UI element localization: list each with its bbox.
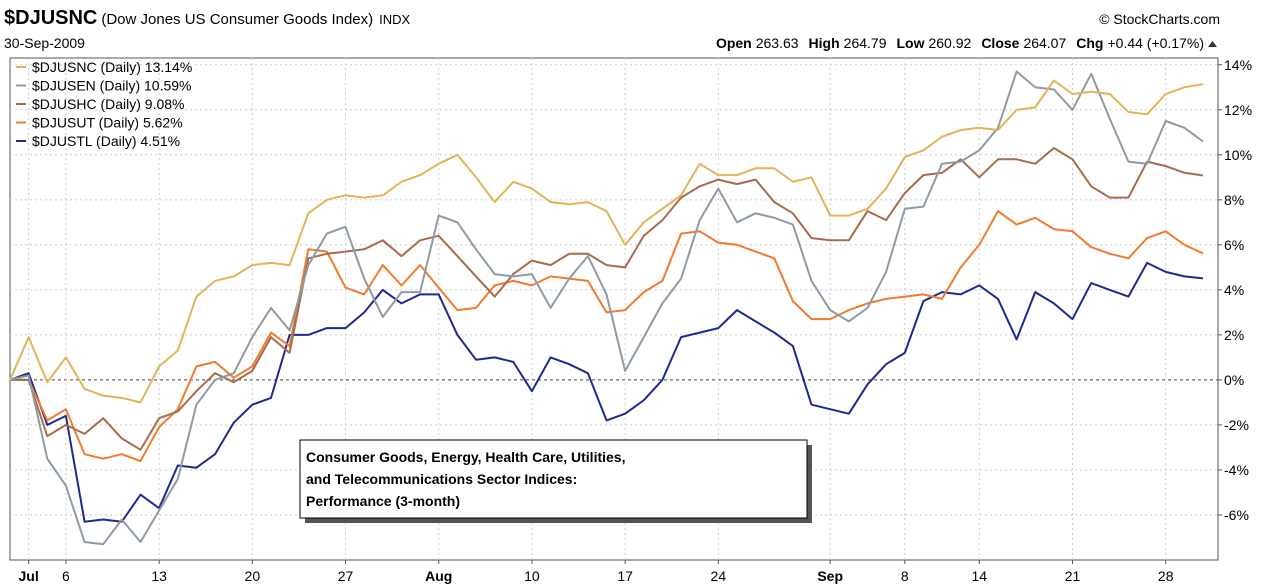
- series-line: [10, 210, 1204, 462]
- y-tick-label: 6%: [1224, 237, 1244, 253]
- y-tick-label: -6%: [1224, 507, 1249, 523]
- quote-label: High: [809, 35, 840, 51]
- legend-label: $DJUSHC (Daily) 9.08%: [32, 96, 184, 112]
- quote-label: Chg: [1076, 35, 1103, 51]
- y-tick-label: 12%: [1224, 102, 1252, 118]
- quote-label: Close: [981, 35, 1019, 51]
- y-tick-label: 14%: [1224, 57, 1252, 73]
- y-tick-label: 8%: [1224, 192, 1244, 208]
- legend-label: $DJUSEN (Daily) 10.59%: [32, 78, 192, 94]
- x-tick-label: 28: [1158, 568, 1174, 584]
- series-line: [10, 147, 1204, 451]
- y-tick-label: -4%: [1224, 462, 1249, 478]
- quote-value: 264.79: [844, 35, 887, 51]
- title: $DJUSNC (Dow Jones US Consumer Goods Inde…: [4, 7, 411, 29]
- series-line: [9, 261, 1204, 523]
- source: © StockCharts.com: [1099, 11, 1220, 27]
- symbol: $DJUSNC: [4, 7, 97, 29]
- series-line: [9, 79, 1204, 404]
- quote-value: 264.07: [1023, 35, 1066, 51]
- x-tick-label: 13: [151, 568, 167, 584]
- annotation-text: Consumer Goods, Energy, Health Care, Uti…: [306, 449, 625, 465]
- exchange: INDX: [379, 12, 410, 27]
- legend-label: $DJUSTL (Daily) 4.51%: [32, 133, 180, 149]
- index-name: (Dow Jones US Consumer Goods Index): [101, 11, 373, 28]
- quote-value: +0.44 (+0.17%): [1107, 35, 1204, 51]
- x-tick-label: 6: [62, 568, 70, 584]
- y-tick-label: 0%: [1224, 372, 1244, 388]
- annotation-box: [299, 439, 808, 519]
- x-tick-label: 27: [338, 568, 354, 584]
- x-tick-label: 10: [524, 568, 540, 584]
- x-tick-label: 17: [617, 568, 633, 584]
- x-tick-label: 8: [901, 568, 909, 584]
- y-tick-label: -2%: [1224, 417, 1249, 433]
- y-tick-label: 4%: [1224, 282, 1244, 298]
- annotation-text: Performance (3-month): [306, 493, 460, 509]
- x-tick-label: 24: [711, 568, 727, 584]
- up-arrow: [1208, 41, 1217, 47]
- x-tick-label: 14: [972, 568, 988, 584]
- x-tick-label: Jul: [19, 568, 39, 584]
- quote-value: 260.92: [928, 35, 971, 51]
- annotation-text: and Telecommunications Sector Indices:: [306, 471, 577, 487]
- date: 30-Sep-2009: [4, 35, 85, 51]
- legend-label: $DJUSUT (Daily) 5.62%: [32, 115, 183, 131]
- y-tick-label: 10%: [1224, 147, 1252, 163]
- quote-label: Low: [896, 35, 924, 51]
- x-tick-label: Sep: [817, 568, 843, 584]
- series-line: [9, 70, 1204, 546]
- quote: Open 263.63 High 264.79 Low 260.92 Close 264.07…: [716, 35, 1204, 51]
- quote-value: 263.63: [756, 35, 799, 51]
- x-tick-label: 20: [245, 568, 261, 584]
- x-tick-label: Aug: [425, 568, 452, 584]
- legend-label: $DJUSNC (Daily) 13.14%: [32, 59, 192, 75]
- quote-label: Open: [716, 35, 752, 51]
- x-tick-label: 21: [1065, 568, 1081, 584]
- y-tick-label: 2%: [1224, 327, 1244, 343]
